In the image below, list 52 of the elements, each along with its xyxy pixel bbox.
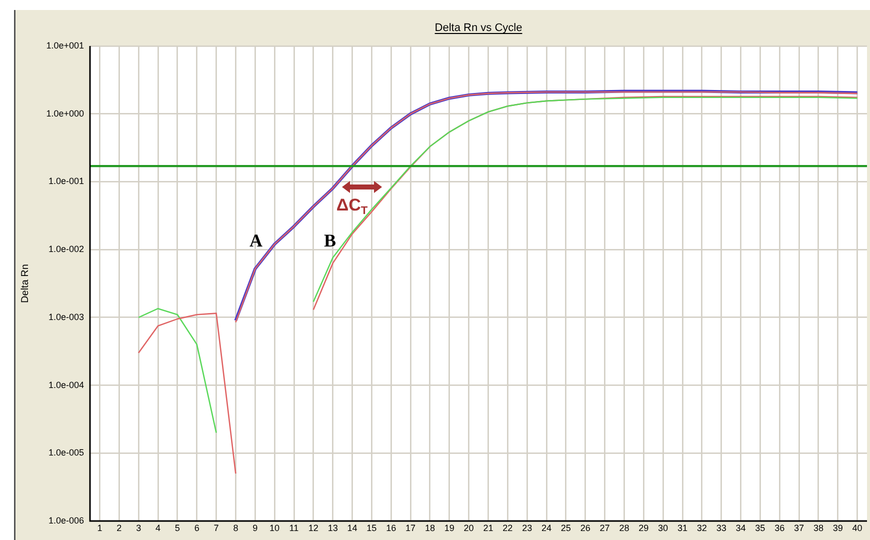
y-axis-title: Delta Rn (20, 264, 31, 303)
x-tick-label: 29 (638, 522, 649, 533)
y-tick-label: 1.0e+000 (46, 108, 84, 118)
x-tick-label: 22 (502, 522, 513, 533)
x-tick-label: 13 (328, 522, 338, 533)
x-tick-label: 19 (444, 522, 454, 533)
x-tick-label: 30 (658, 522, 668, 533)
chart-title: Delta Rn vs Cycle (434, 22, 522, 34)
x-tick-label: 17 (406, 522, 416, 533)
annotation: B (324, 230, 336, 251)
x-tick-label: 7 (214, 522, 219, 533)
x-tick-label: 24 (541, 522, 552, 533)
y-tick-label: 1.0e-001 (48, 176, 84, 186)
x-tick-label: 14 (347, 522, 358, 533)
x-tick-label: 10 (270, 522, 280, 533)
x-tick-label: 33 (716, 522, 726, 533)
x-tick-label: 37 (794, 522, 804, 533)
x-tick-label: 34 (736, 522, 746, 533)
x-tick-label: 28 (619, 522, 630, 533)
x-tick-label: 8 (233, 522, 238, 533)
y-tick-label: 1.0e-003 (48, 312, 84, 322)
x-tick-label: 5 (174, 522, 180, 533)
x-tick-label: 6 (194, 522, 200, 533)
y-tick-label: 1.0e-006 (48, 515, 84, 526)
x-tick-label: 26 (580, 522, 590, 533)
x-tick-label: 3 (136, 522, 142, 533)
x-tick-label: 9 (252, 522, 258, 533)
x-tick-label: 2 (116, 522, 122, 533)
x-tick-label: 38 (813, 522, 824, 533)
x-tick-label: 27 (600, 522, 610, 533)
x-tick-label: 36 (774, 522, 785, 533)
x-tick-label: 15 (366, 522, 377, 533)
x-tick-label: 20 (464, 522, 474, 533)
x-tick-label: 12 (308, 522, 318, 533)
x-tick-label: 35 (755, 522, 766, 533)
x-tick-label: 1 (97, 522, 102, 533)
x-tick-label: 4 (155, 522, 160, 533)
x-tick-label: 18 (424, 522, 435, 533)
x-tick-label: 25 (560, 522, 571, 533)
x-tick-label: 32 (696, 522, 707, 533)
y-tick-label: 1.0e-004 (48, 380, 84, 390)
x-tick-label: 11 (289, 522, 299, 533)
x-tick-label: 39 (832, 522, 843, 533)
x-tick-label: 40 (852, 522, 862, 533)
annotation: A (250, 230, 262, 251)
y-tick-label: 1.0e-002 (48, 244, 84, 254)
y-tick-label: 1.0e-005 (48, 448, 84, 458)
x-tick-label: 16 (386, 522, 396, 533)
y-tick-label: 1.0e+001 (46, 40, 84, 50)
x-tick-label: 31 (677, 522, 688, 533)
x-tick-label: 23 (522, 522, 532, 533)
x-tick-label: 21 (483, 522, 494, 533)
